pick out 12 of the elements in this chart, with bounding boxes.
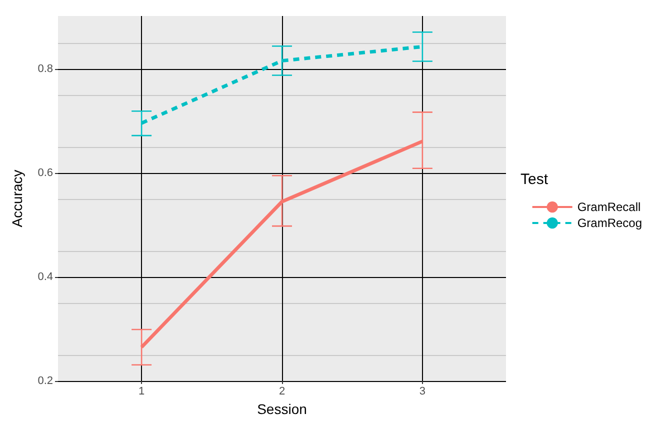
y-axis-title: Accuracy [9,170,25,228]
y-tick-label: 0.4 [38,271,53,284]
legend-label: GramRecog [577,216,642,230]
x-tick-label: 1 [138,386,145,398]
x-axis-title: Session [257,401,307,417]
y-tick-label: 0.6 [38,167,53,180]
legend-label: GramRecall [577,200,641,214]
x-tick-label: 3 [419,386,426,398]
y-tick-label: 0.8 [38,63,53,76]
x-tick-label: 2 [278,386,286,398]
legend-title: Test [520,171,549,188]
y-tick-label: 0.2 [38,375,53,387]
